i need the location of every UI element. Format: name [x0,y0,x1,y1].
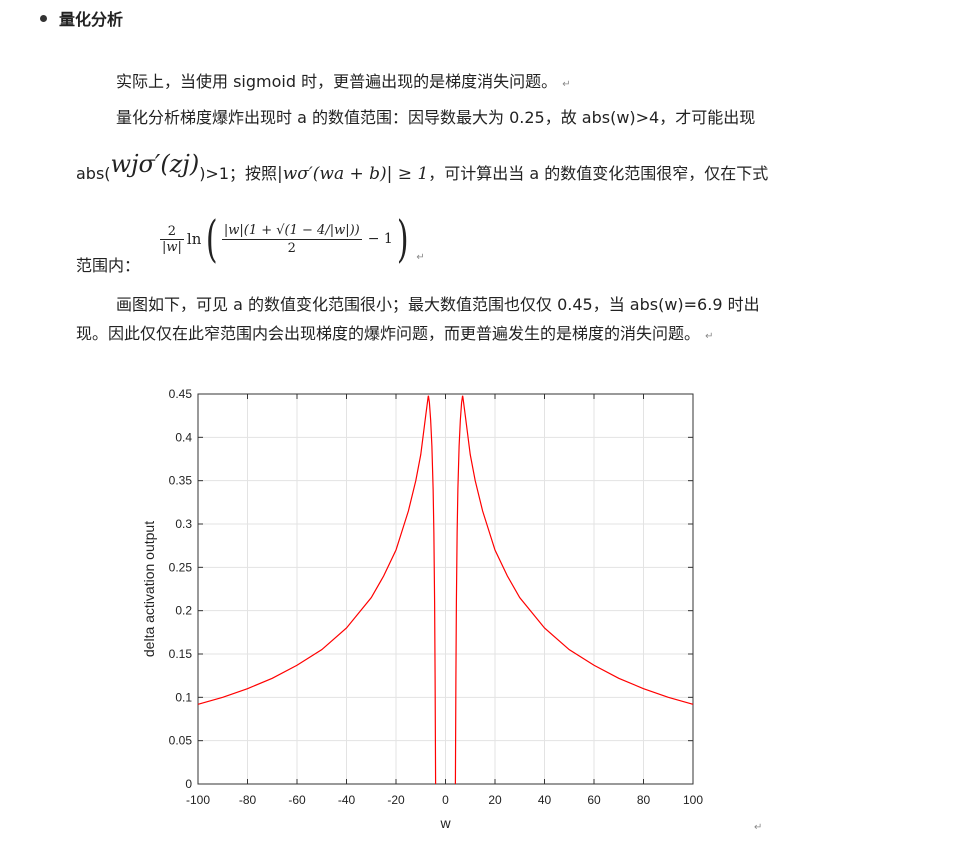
ln-operator: ln [186,230,202,248]
y-tick-label: 0.45 [169,387,193,401]
x-tick-label: -40 [338,793,356,807]
paragraph-2-tail: ，可计算出当 a 的数值变化范围很窄，仅在下式 [428,164,769,183]
abs-prefix: abs( [76,164,111,183]
y-tick-label: 0.35 [169,474,193,488]
abs-suffix: )>1；按照 [199,164,278,183]
x-tick-label: 40 [538,793,552,807]
paragraph-mark-icon: ↵ [562,79,571,90]
paragraph-3-line-2-text: 现。因此仅仅在此窄范围内会出现梯度的爆炸问题，而更普遍发生的是梯度的消失问题。 [76,324,701,343]
y-tick-label: 0.25 [169,560,193,574]
x-tick-label: -20 [387,793,405,807]
y-tick-label: 0.3 [175,517,192,531]
formula-wj-sigma: wjσ′(zj) [110,150,200,178]
x-tick-label: 100 [683,793,703,807]
paragraph-3-line-2: 现。因此仅仅在此窄范围内会出现梯度的爆炸问题，而更普遍发生的是梯度的消失问题。 … [76,322,714,349]
x-axis-label: w [439,815,451,831]
paragraph-mark-icon: ↵ [705,331,714,342]
x-tick-label: 60 [587,793,601,807]
paragraph-mark-icon: ↵ [416,251,425,263]
left-paren: ( [206,210,218,268]
minus-one: − 1 [367,231,393,247]
section-title: 量化分析 [59,10,124,29]
paragraph-2-line-1: 量化分析梯度爆炸出现时 a 的数值范围：因导数最大为 0.25，故 abs(w)… [116,108,756,127]
x-tick-label: -100 [186,793,210,807]
x-tick-label: 80 [637,793,651,807]
y-tick-label: 0.05 [169,734,193,748]
range-formula: 2 |w| ln ( |w|(1 + √(1 − 4/|w|)) 2 − 1 )… [160,208,425,270]
series-line-2 [454,395,694,785]
paragraph-1-text: 实际上，当使用 sigmoid 时，更普遍出现的是梯度消失问题。 [116,72,558,91]
x-tick-label: -80 [239,793,257,807]
formula-condition: |wσ′(wa + b)| ≥ 1 [277,164,429,184]
paragraph-3-line-1: 画图如下，可见 a 的数值变化范围很小；最大数值范围也仅仅 0.45，当 abs… [116,295,760,314]
y-tick-label: 0 [185,777,192,791]
x-tick-label: 0 [442,793,449,807]
lead-numerator: 2 [167,223,177,239]
x-tick-label: -60 [288,793,306,807]
lead-denominator: |w| [160,238,184,255]
y-tick-label: 0.15 [169,647,193,661]
y-tick-label: 0.2 [175,604,192,618]
inner-fraction: |w|(1 + √(1 − 4/|w|)) 2 [221,222,362,256]
y-axis-label: delta activation output [141,521,157,657]
x-tick-label: 20 [488,793,502,807]
y-tick-label: 0.4 [175,430,192,444]
inner-denominator: 2 [221,238,362,256]
lead-fraction: 2 |w| [160,224,184,255]
series-line-1 [197,395,437,785]
right-paren: ) [396,210,409,268]
inner-numerator: |w|(1 + √(1 − 4/|w|)) [223,222,360,238]
section-heading: 量化分析 [40,6,123,30]
paragraph-2-line-2: abs( wjσ′(zj) )>1；按照 |wσ′(wa + b)| ≥ 1 ，… [76,146,768,186]
bullet-icon [40,14,47,22]
paragraph-1: 实际上，当使用 sigmoid 时，更普遍出现的是梯度消失问题。 ↵ [116,70,571,97]
range-label: 范围内： [76,256,141,275]
paragraph-mark-icon: ↵ [754,822,763,833]
y-tick-label: 0.1 [175,690,192,704]
